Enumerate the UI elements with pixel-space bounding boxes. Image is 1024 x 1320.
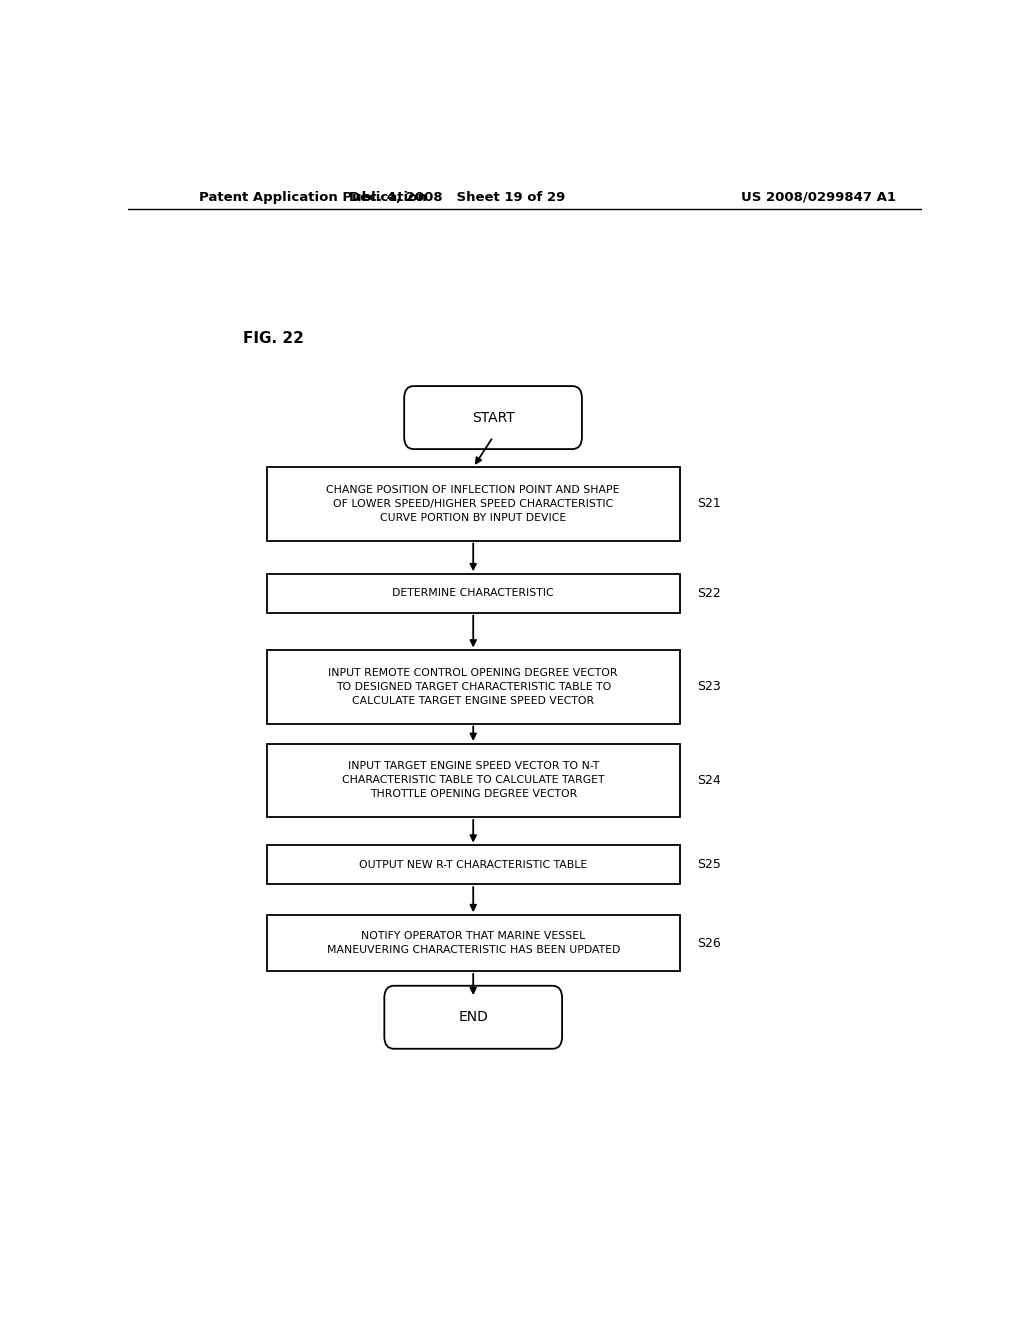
Text: INPUT TARGET ENGINE SPEED VECTOR TO N-T
CHARACTERISTIC TABLE TO CALCULATE TARGET: INPUT TARGET ENGINE SPEED VECTOR TO N-T … (342, 762, 604, 800)
Text: Patent Application Publication: Patent Application Publication (200, 190, 427, 203)
Text: S26: S26 (697, 937, 721, 949)
Text: INPUT REMOTE CONTROL OPENING DEGREE VECTOR
TO DESIGNED TARGET CHARACTERISTIC TAB: INPUT REMOTE CONTROL OPENING DEGREE VECT… (329, 668, 617, 706)
Text: S24: S24 (697, 774, 721, 787)
FancyBboxPatch shape (267, 744, 680, 817)
Text: Dec. 4, 2008   Sheet 19 of 29: Dec. 4, 2008 Sheet 19 of 29 (349, 190, 565, 203)
Text: NOTIFY OPERATOR THAT MARINE VESSEL
MANEUVERING CHARACTERISTIC HAS BEEN UPDATED: NOTIFY OPERATOR THAT MARINE VESSEL MANEU… (327, 931, 620, 956)
FancyBboxPatch shape (404, 385, 582, 449)
FancyBboxPatch shape (267, 467, 680, 541)
FancyBboxPatch shape (384, 986, 562, 1049)
FancyBboxPatch shape (267, 846, 680, 884)
Text: DETERMINE CHARACTERISTIC: DETERMINE CHARACTERISTIC (392, 589, 554, 598)
Text: CHANGE POSITION OF INFLECTION POINT AND SHAPE
OF LOWER SPEED/HIGHER SPEED CHARAC: CHANGE POSITION OF INFLECTION POINT AND … (327, 484, 620, 523)
FancyBboxPatch shape (267, 651, 680, 723)
Text: S21: S21 (697, 498, 721, 511)
Text: S23: S23 (697, 680, 721, 693)
Text: S25: S25 (697, 858, 721, 871)
Text: FIG. 22: FIG. 22 (243, 331, 304, 346)
Text: US 2008/0299847 A1: US 2008/0299847 A1 (741, 190, 896, 203)
Text: OUTPUT NEW R-T CHARACTERISTIC TABLE: OUTPUT NEW R-T CHARACTERISTIC TABLE (359, 859, 588, 870)
Text: S22: S22 (697, 587, 721, 599)
Text: START: START (472, 411, 514, 425)
FancyBboxPatch shape (267, 915, 680, 972)
FancyBboxPatch shape (267, 574, 680, 612)
Text: END: END (459, 1010, 488, 1024)
